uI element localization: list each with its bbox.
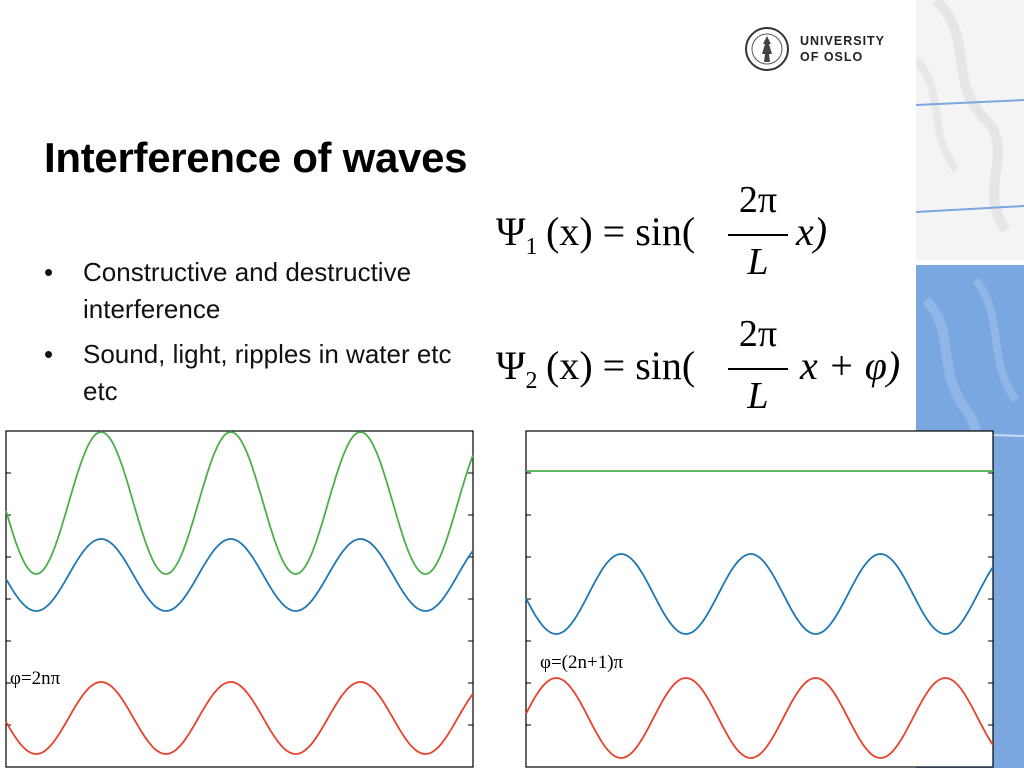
plot-frame xyxy=(5,430,474,768)
series-line-2 xyxy=(5,538,474,612)
series-line-3 xyxy=(5,681,474,755)
eq2-fraction: 2π L xyxy=(728,312,788,424)
series-line-3 xyxy=(525,677,994,759)
bullet-item: • Constructive and destructive interfere… xyxy=(44,254,464,328)
eq1-tail: x) xyxy=(796,209,828,254)
slide-title: Interference of waves xyxy=(44,134,468,181)
eq2-lhs: Ψ2 xyxy=(496,343,538,394)
logo-line-2: OF OSLO xyxy=(800,50,864,64)
eq1-denominator: L xyxy=(747,241,769,283)
eq1-numerator: 2π xyxy=(738,179,778,221)
seal-icon xyxy=(745,27,789,71)
plot-frame xyxy=(525,430,994,768)
bullet-list: • Constructive and destructive interfere… xyxy=(44,254,464,418)
series-line-2 xyxy=(525,553,994,635)
equation-psi2: Ψ2 (x) = sin( 2π L x + φ) xyxy=(496,312,916,424)
equation-psi1: Ψ1 (x) = sin( 2π L x) xyxy=(496,178,916,290)
plot-label-destructive: φ=(2n+1)π xyxy=(540,652,624,673)
eq2-fraction-bar xyxy=(728,368,788,370)
logo-text: UNIVERSITY OF OSLO xyxy=(800,33,885,65)
eq2-numerator: 2π xyxy=(738,313,778,355)
eq1-arg: (x) = sin( xyxy=(546,209,696,254)
bullet-text: Sound, light, ripples in water etc etc xyxy=(83,339,452,406)
series-line-1 xyxy=(5,431,474,575)
eq1-lhs: Ψ1 xyxy=(496,209,538,260)
plot-constructive xyxy=(5,430,474,768)
plot-label-constructive: φ=2nπ xyxy=(10,668,61,689)
bullet-text: Constructive and destructive interferenc… xyxy=(83,257,412,324)
eq2-tail: x + φ) xyxy=(800,343,901,388)
eq2-arg: (x) = sin( xyxy=(546,343,696,388)
eq2-denominator: L xyxy=(747,375,769,417)
bullet-item: • Sound, light, ripples in water etc etc xyxy=(44,336,464,410)
eq1-fraction: 2π L xyxy=(728,178,788,290)
bullet-marker: • xyxy=(44,257,54,287)
bullet-marker: • xyxy=(44,339,54,369)
eq1-fraction-bar xyxy=(728,234,788,236)
logo-line-1: UNIVERSITY xyxy=(800,34,886,48)
university-logo: UNIVERSITY OF OSLO xyxy=(744,24,904,74)
plot-destructive xyxy=(525,430,994,768)
